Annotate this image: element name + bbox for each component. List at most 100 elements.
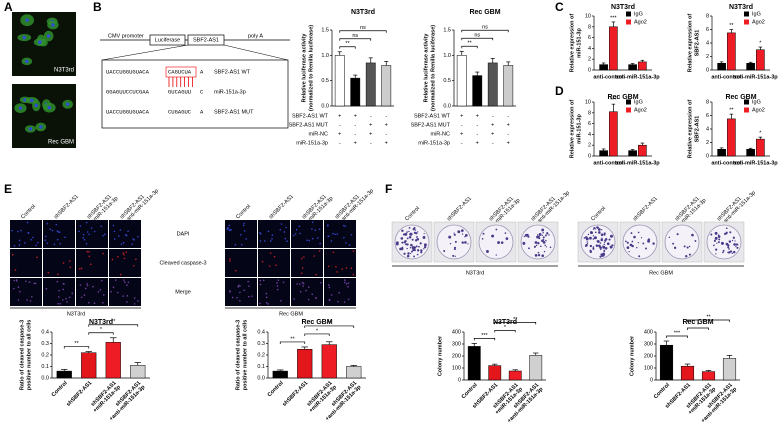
colony [406, 247, 408, 250]
condition-mark: + [507, 140, 510, 146]
cell-dot [80, 296, 83, 299]
cell-dot [226, 228, 229, 231]
cell-dot [227, 227, 230, 229]
y-tick-label: 0 [458, 377, 461, 383]
x-tick-label: anti-miR-151a-3p [615, 160, 660, 166]
bar [628, 64, 637, 71]
cell-dot [276, 282, 278, 284]
cell-dot [17, 230, 19, 233]
condition-label: SBF2-AS1 MUT [411, 122, 451, 128]
significance-bracket [687, 327, 709, 330]
colony [491, 234, 495, 238]
bar [756, 49, 765, 71]
colony [409, 246, 412, 249]
cell-dot [65, 297, 67, 300]
cell-dot [343, 301, 346, 303]
cell-dot [124, 233, 127, 236]
colony [401, 246, 404, 249]
cell-dot [104, 233, 106, 236]
y-tick-label: 0.3 [257, 341, 265, 347]
condition-mark: - [492, 113, 494, 119]
colony [717, 235, 721, 238]
panel-label: D [555, 84, 564, 98]
cell-dot [137, 300, 139, 302]
colony [406, 254, 410, 258]
cell-dot [117, 256, 119, 258]
cell-dot [133, 239, 135, 241]
cell-dot [234, 243, 237, 246]
y-tick-label: 0 [706, 67, 709, 73]
cell-dot [277, 279, 280, 281]
colony [413, 255, 415, 258]
y-tick-label: 1.0 [443, 53, 451, 59]
cell-dot [100, 225, 103, 228]
cell-dot [101, 279, 103, 282]
colony [415, 232, 418, 235]
cell-dot [117, 235, 120, 237]
cell-dot [36, 256, 38, 259]
y-axis-label: Ratio of cleaved caspase-3 [19, 320, 25, 390]
condition-mark: + [369, 131, 372, 137]
colony [500, 241, 504, 244]
bar [746, 63, 755, 71]
micrograph [291, 249, 323, 277]
cell-dot [20, 229, 22, 232]
panel-label: C [555, 0, 564, 14]
colony [594, 228, 596, 230]
sequence-text: SBF2-AS1 MUT [214, 109, 254, 115]
group-label: N3T3rd [67, 311, 85, 317]
colony [406, 237, 409, 240]
colony [602, 245, 606, 249]
x-tick-label: Control [461, 382, 479, 400]
construct-label: SBF2-AS1 [193, 37, 219, 43]
colony [683, 245, 686, 248]
cell-dot [286, 240, 288, 242]
cell-dot [89, 263, 92, 266]
cell-dot [330, 240, 333, 242]
group-label: Rec GBM [649, 270, 673, 276]
cell-dot [45, 288, 48, 290]
bar [609, 26, 618, 71]
colony [725, 227, 728, 230]
sequence-text: A [200, 108, 204, 115]
cell-dot [57, 231, 60, 233]
colony [541, 234, 544, 237]
y-tick-label: 0 [650, 377, 653, 383]
significance-bracket [461, 45, 478, 49]
colony [408, 235, 412, 239]
cell-dot [86, 231, 89, 233]
cell-dot [58, 296, 60, 298]
cell-dot [240, 233, 242, 236]
significance-label: ** [467, 41, 472, 47]
bar [130, 365, 146, 379]
cell-dot [119, 229, 122, 231]
bar [717, 63, 726, 71]
cell-dot [69, 266, 72, 269]
column-header: shSBF2-AS1 [446, 196, 473, 223]
y-tick-label: 0.0 [41, 375, 49, 381]
construct-label: poly A [248, 33, 263, 39]
construct-label: CMV promoter [108, 33, 144, 39]
plate [706, 224, 742, 260]
colony [673, 246, 677, 249]
cell-dot [280, 223, 283, 225]
colony [416, 236, 418, 238]
colony [603, 243, 606, 246]
colony [548, 234, 550, 236]
cell-dot [23, 242, 26, 244]
bar [599, 150, 608, 157]
cell-dot [237, 284, 240, 287]
cell-dot [32, 236, 34, 239]
condition-label: miR-151a-3p [418, 140, 450, 146]
cell-dot [127, 281, 130, 284]
cell-dot [229, 290, 231, 292]
panel-label: B [93, 0, 102, 14]
significance-label: * [759, 41, 762, 47]
sequence-text: GGAGUUCCUCGAA [106, 88, 150, 95]
colony [443, 249, 446, 252]
y-axis-label: Relative luciferase activity [423, 33, 429, 103]
colony [541, 254, 545, 257]
colony [540, 245, 542, 248]
cell-dot [330, 294, 333, 296]
colony [416, 249, 420, 252]
